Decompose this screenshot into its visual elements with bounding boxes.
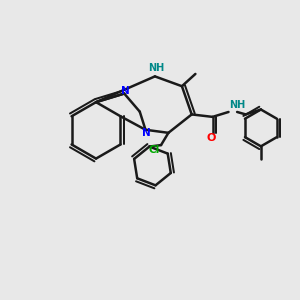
Text: Cl: Cl xyxy=(148,145,160,155)
Text: NH: NH xyxy=(148,63,164,73)
Text: NH: NH xyxy=(229,100,245,110)
Text: N: N xyxy=(121,85,130,96)
Text: N: N xyxy=(142,128,151,138)
Text: O: O xyxy=(207,133,216,143)
